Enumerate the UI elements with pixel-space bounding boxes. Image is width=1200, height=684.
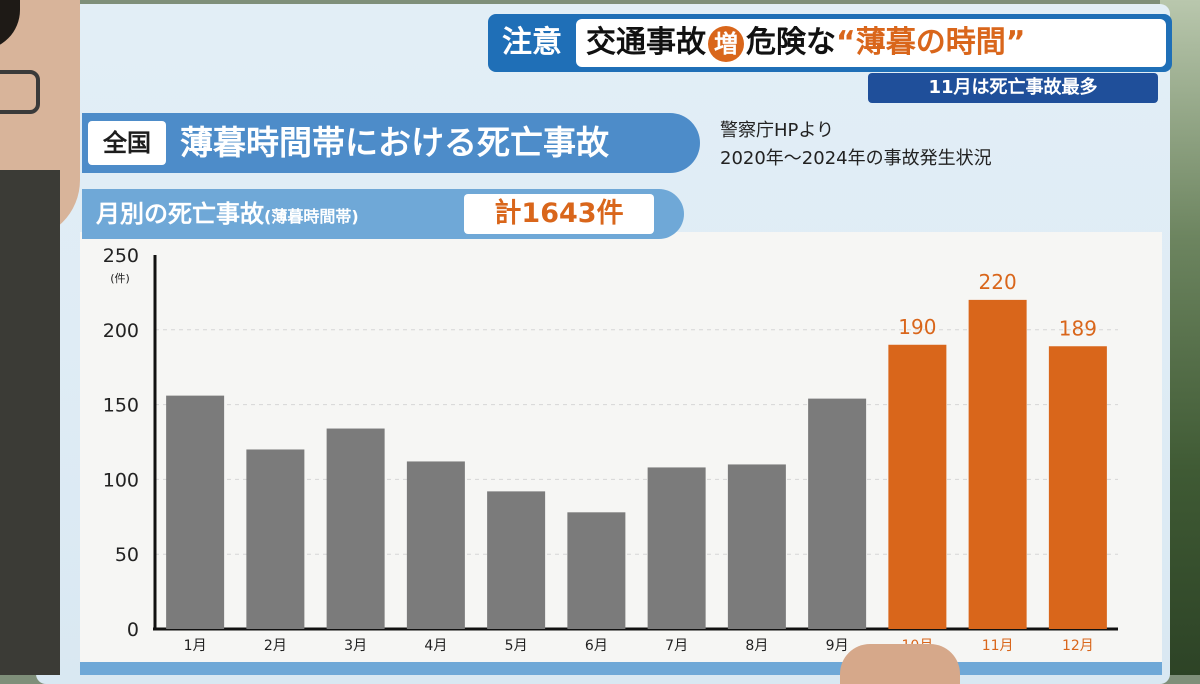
x-tick-label: 6月 <box>585 638 608 654</box>
bar <box>246 449 305 629</box>
subheader-label: 月別の死亡事故 <box>96 200 264 228</box>
presenter-hand <box>840 644 960 684</box>
caption-title: 交通事故増危険な“薄暮の時間” <box>586 19 1025 67</box>
x-tick-label: 12月 <box>1062 638 1094 654</box>
x-tick-label: 1月 <box>184 638 207 654</box>
subheader-text: 月別の死亡事故(薄暮時間帯) <box>96 189 359 239</box>
bar <box>326 428 385 629</box>
caption-title-box <box>576 19 1166 67</box>
source-line-2: 2020年～2024年の事故発生状況 <box>720 148 992 169</box>
y-tick-label: 0 <box>127 619 139 641</box>
caption-tag: 注意 <box>502 25 562 60</box>
x-tick-label: 4月 <box>424 638 447 654</box>
y-tick-label: 50 <box>115 544 139 566</box>
caption-title-pre: 交通事故 <box>586 25 706 60</box>
x-tick-label: 2月 <box>264 638 287 654</box>
y-tick-label: 250 <box>103 245 139 267</box>
x-tick-label: 11月 <box>982 638 1014 654</box>
bar <box>166 395 225 629</box>
bar <box>406 461 465 629</box>
subheader-note: (薄暮時間帯) <box>264 207 359 226</box>
caption-title-mid: 危険な <box>746 25 836 60</box>
bar <box>968 299 1027 629</box>
bar <box>808 398 867 629</box>
caption-title-quote: “薄暮の時間” <box>836 25 1026 60</box>
total-count: 計1643件 <box>464 194 654 234</box>
presenter-glasses <box>0 70 40 114</box>
bar <box>727 464 786 629</box>
bar <box>888 344 947 629</box>
header-band <box>82 113 700 173</box>
x-tick-label: 5月 <box>505 638 528 654</box>
chart-heading: 薄暮時間帯における死亡事故 <box>180 123 609 162</box>
data-label: 190 <box>898 315 936 339</box>
x-tick-label: 3月 <box>344 638 367 654</box>
y-tick-label: 100 <box>103 469 139 491</box>
region-tag: 全国 <box>88 121 166 165</box>
bar <box>487 491 546 629</box>
data-label: 189 <box>1059 316 1097 340</box>
bar <box>567 512 626 629</box>
data-label: 220 <box>979 270 1017 294</box>
y-tick-label: 200 <box>103 320 139 342</box>
bar <box>647 467 706 629</box>
y-unit-label: (件) <box>110 272 130 285</box>
y-tick-label: 150 <box>103 395 139 417</box>
caption-subtitle: 11月は死亡事故最多 <box>868 73 1158 103</box>
x-tick-label: 9月 <box>826 638 849 654</box>
x-tick-label: 8月 <box>745 638 768 654</box>
x-tick-label: 7月 <box>665 638 688 654</box>
source-line-1: 警察庁HPより <box>720 120 835 141</box>
presenter-shoulder <box>0 170 60 675</box>
bar <box>1048 346 1107 629</box>
caption-title-circle: 増 <box>708 25 744 62</box>
